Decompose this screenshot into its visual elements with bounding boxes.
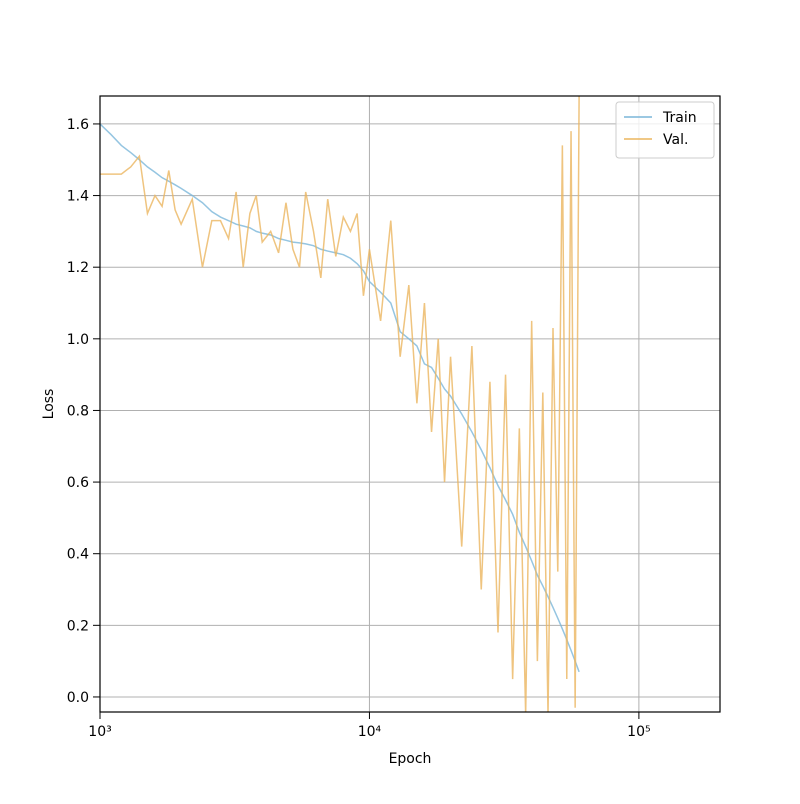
- legend-label: Val.: [663, 132, 688, 148]
- plot-area: [100, 96, 580, 712]
- series-line: [100, 96, 580, 712]
- y-tick-label: 1.0: [67, 332, 89, 348]
- y-tick-label: 1.6: [67, 117, 89, 133]
- x-tick-label: 10⁵: [627, 724, 650, 740]
- x-tick-label: 10³: [88, 724, 111, 740]
- y-tick-label: 0.6: [67, 475, 89, 491]
- y-tick-label: 0.8: [67, 403, 89, 419]
- y-axis-label: Loss: [41, 389, 57, 420]
- x-axis-label: Epoch: [389, 751, 432, 767]
- y-tick-label: 1.4: [67, 189, 89, 205]
- legend-box: [615, 101, 715, 159]
- x-tick-label: 10⁴: [358, 724, 382, 740]
- y-tick-label: 0.4: [67, 547, 89, 563]
- grid: [99, 96, 720, 712]
- legend: Train Val.: [615, 101, 715, 159]
- axes: 10³ 10⁴ 10⁵ 0.0 0.2 0.4 0.6 0.8 1.0 1.2 1.4 1.6: [67, 117, 651, 740]
- y-tick-label: 0.2: [67, 618, 89, 634]
- legend-label: Train: [662, 110, 697, 126]
- y-tick-label: 0.0: [67, 690, 89, 706]
- series-line: [100, 123, 580, 673]
- y-tick-label: 1.2: [67, 260, 89, 276]
- plot-frame: [99, 95, 721, 713]
